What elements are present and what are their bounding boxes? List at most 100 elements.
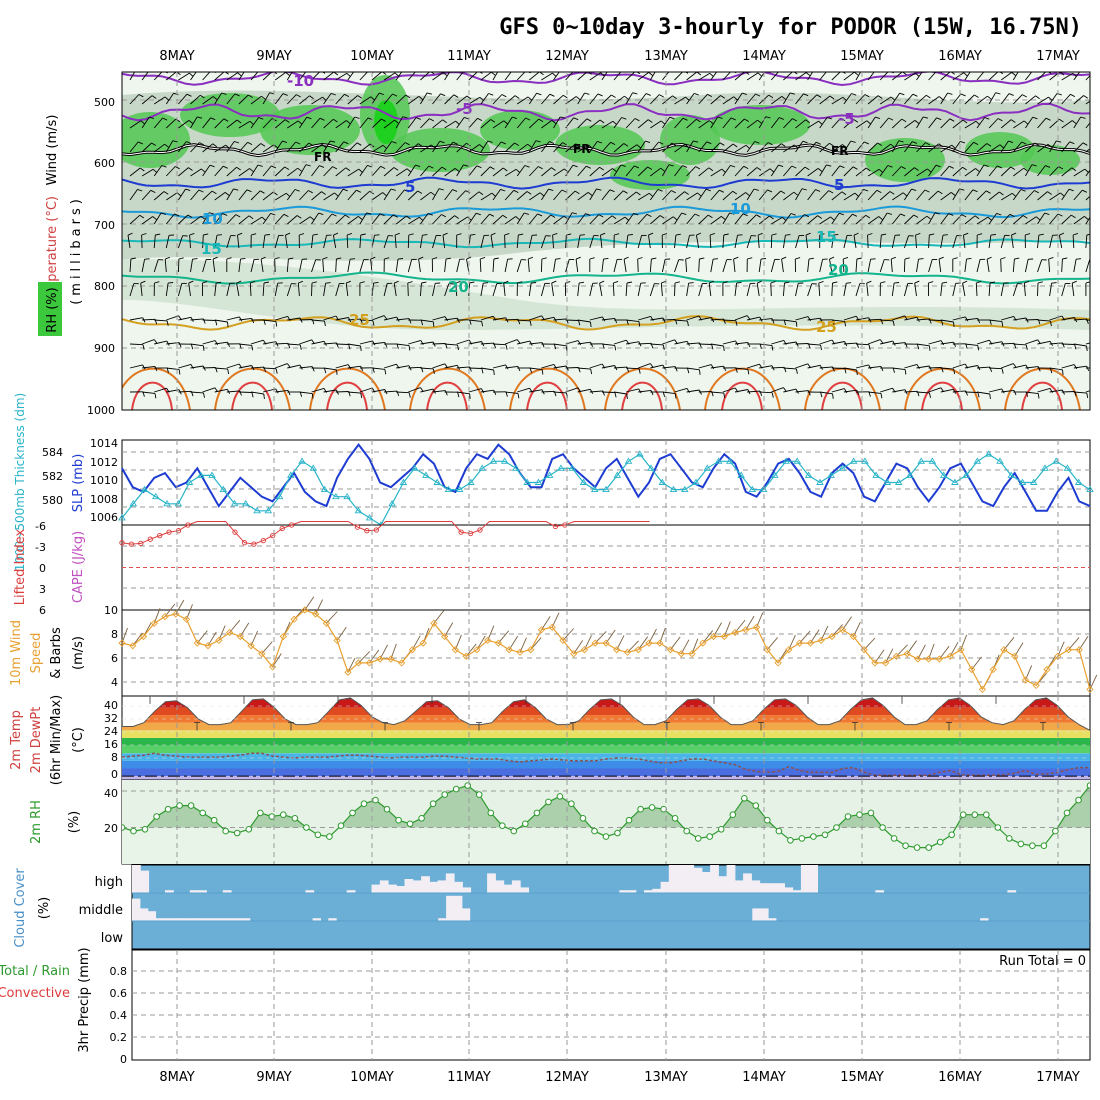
wind-barb-flag [537, 213, 543, 217]
wind-barb [890, 258, 893, 273]
wind-barb-flag [887, 165, 893, 168]
wind-barb-flag [273, 144, 278, 149]
thickness-point [512, 464, 520, 471]
wind-barb [480, 367, 494, 371]
wind-barb [988, 92, 996, 105]
wind-barb-flag [469, 393, 471, 399]
wind-barb-flag [202, 281, 208, 284]
wind-barb [783, 191, 795, 201]
cloud-cover-panel: high middle low Cloud Cover (%) [13, 864, 1091, 950]
wind-barb-flag [283, 213, 289, 218]
wind-barb [323, 235, 327, 249]
rh-point [983, 811, 990, 819]
wind-barb [892, 315, 905, 321]
wind10-speed-point [322, 619, 331, 627]
pressure-axis-ticks: 500 600 700 800 900 1000 [87, 96, 115, 417]
wind-barb-flag [876, 70, 881, 72]
wind-barb-flag [324, 368, 327, 374]
wind-barb [359, 259, 365, 273]
wind-barb [262, 165, 272, 177]
wind-barb [722, 96, 734, 105]
wind-barb [479, 258, 482, 273]
wind-barb-flag [1051, 282, 1057, 284]
wind-barb [408, 216, 420, 225]
wind-barb-flag [892, 340, 896, 346]
wind-barb [661, 259, 666, 273]
wind-barb [299, 319, 313, 321]
wind-barb [141, 168, 154, 177]
wind-barb [952, 119, 964, 129]
thickness-point [365, 514, 374, 521]
contour-label-20-b: 20 [828, 261, 849, 279]
thickness-point [793, 457, 802, 464]
rh-point [291, 815, 299, 822]
middle-cloud-bar [438, 918, 447, 921]
wind-barb-flag [747, 342, 751, 348]
wind-barb [468, 96, 481, 105]
wind-barb [408, 339, 421, 345]
wind-barb-flag [417, 190, 423, 194]
wind-barb [867, 259, 872, 273]
wind-barb [323, 389, 337, 393]
wind-barb-flag [223, 118, 229, 122]
wind-barb-flag [923, 116, 929, 119]
rh2m-panel: 40 20 2m RH (%) [29, 779, 1091, 865]
lifted-index-point [467, 530, 474, 537]
wind-barb-flag [137, 188, 143, 192]
wind-barb [141, 234, 143, 249]
wind-barb-flag [659, 215, 665, 219]
wind-barb-flag [999, 191, 1004, 196]
wind-barb-flag [709, 120, 714, 125]
wind-barb-flag [713, 258, 719, 260]
wind-barb-flag [609, 189, 615, 193]
slp-tick-1012: 1012 [90, 456, 118, 469]
wind-barb [807, 141, 817, 153]
wind-barb-flag [524, 165, 530, 168]
wind-barb [492, 214, 504, 225]
wind-barb-flag [248, 215, 254, 220]
cape-ylabel: CAPE (J/kg) [71, 531, 86, 603]
wind-barb-flag [805, 232, 811, 236]
wind-barb-flag [529, 367, 532, 373]
wind-barb-flag [138, 94, 144, 98]
wind-barb [492, 189, 501, 201]
wind-barb-flag [209, 164, 215, 168]
wind-barb-flag [198, 69, 203, 71]
wind-barb-flag [586, 165, 591, 169]
wind10-speed-point [1000, 646, 1008, 654]
wind-barb [565, 387, 579, 393]
thickness-point [579, 478, 588, 485]
wind-barb-flag [912, 93, 918, 97]
rh-point [326, 833, 333, 840]
middle-cloud-bar [218, 918, 227, 921]
wind-barb-flag [600, 72, 605, 77]
wind-barb [287, 343, 301, 346]
wind-barb-flag [950, 72, 955, 75]
wind-barb-flag [259, 190, 265, 194]
wind-barb-flag [1009, 213, 1015, 218]
wind-barb-flag [442, 72, 448, 77]
wind-barb [528, 213, 538, 225]
wind-barb-flag [842, 96, 847, 102]
high-cloud-bar [701, 872, 711, 893]
wind-barb [395, 94, 407, 105]
rh-point [533, 809, 541, 817]
wind-barb [214, 192, 226, 201]
wind-barb-flag [962, 119, 968, 124]
wind-barb [335, 364, 349, 369]
rh-point [337, 822, 345, 830]
wind-barb-flag [579, 281, 585, 284]
wind-barb [420, 213, 429, 225]
lifted-index-point [477, 527, 483, 533]
contour-label-fr-a: FR [314, 150, 331, 164]
wind-barb-flag [854, 192, 859, 197]
temp-band [122, 753, 1090, 761]
wind-barb-flag [263, 281, 269, 284]
wind-barb-flag [801, 188, 807, 191]
wind-barb [178, 72, 190, 81]
wind-barb-flag [878, 168, 884, 174]
wind-barb-flag [166, 367, 169, 373]
wind-barb [504, 95, 516, 105]
wind-barb-flag [1011, 192, 1017, 198]
wind-barb [686, 140, 694, 153]
